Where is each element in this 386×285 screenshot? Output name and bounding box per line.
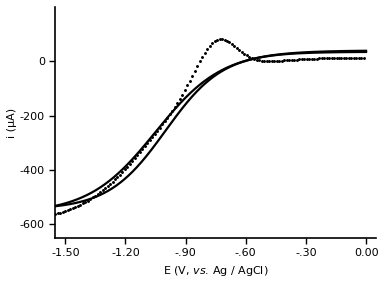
X-axis label: E (V, $\it{vs}$. Ag / AgCl): E (V, $\it{vs}$. Ag / AgCl) <box>163 264 268 278</box>
Y-axis label: i (μA): i (μA) <box>7 107 17 138</box>
